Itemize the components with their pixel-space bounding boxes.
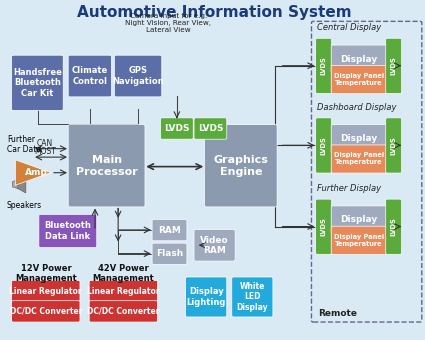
Text: Display: Display [340, 55, 378, 64]
Polygon shape [12, 180, 18, 189]
Text: Automotive Information System: Automotive Information System [77, 5, 352, 20]
Text: LVDS: LVDS [391, 136, 397, 155]
Text: MOST: MOST [34, 147, 56, 156]
Text: Linear Regulator: Linear Regulator [9, 287, 82, 295]
Text: Video
RAM: Video RAM [200, 236, 229, 255]
Text: Handsfree
Bluetooth
Car Kit: Handsfree Bluetooth Car Kit [13, 68, 62, 98]
FancyBboxPatch shape [316, 199, 332, 254]
Text: LVDS: LVDS [391, 217, 397, 236]
FancyBboxPatch shape [331, 125, 387, 153]
Text: Display: Display [340, 134, 378, 143]
FancyBboxPatch shape [11, 280, 80, 302]
Text: 42V Power
Management: 42V Power Management [93, 264, 154, 283]
Text: Linear Regulator: Linear Regulator [87, 287, 160, 295]
Text: LVDS: LVDS [164, 124, 190, 133]
FancyBboxPatch shape [194, 118, 227, 139]
FancyBboxPatch shape [331, 226, 387, 254]
Text: Dashboard Display: Dashboard Display [317, 103, 397, 112]
Text: GPS
Navigation: GPS Navigation [112, 66, 164, 86]
FancyBboxPatch shape [89, 301, 158, 322]
Text: RAM: RAM [158, 226, 181, 235]
Text: 12V Power
Management: 12V Power Management [15, 264, 77, 283]
Text: Speakers: Speakers [7, 201, 42, 210]
Text: Main
Processor: Main Processor [76, 155, 137, 176]
Text: CAN: CAN [37, 139, 53, 148]
Text: LVDS: LVDS [320, 217, 327, 236]
FancyBboxPatch shape [114, 55, 162, 97]
Text: DC/DC Converter: DC/DC Converter [9, 307, 82, 316]
FancyBboxPatch shape [39, 214, 97, 248]
Text: Climate
Control: Climate Control [72, 66, 108, 86]
Text: Flash: Flash [156, 249, 183, 258]
FancyBboxPatch shape [186, 277, 227, 317]
FancyBboxPatch shape [386, 118, 402, 173]
Text: Display: Display [340, 216, 378, 224]
Text: Remote: Remote [319, 309, 357, 318]
Text: Display
Lighting: Display Lighting [187, 287, 226, 307]
Text: Central Display: Central Display [317, 22, 382, 32]
FancyBboxPatch shape [331, 145, 387, 173]
FancyBboxPatch shape [152, 219, 187, 241]
FancyBboxPatch shape [11, 301, 80, 322]
Text: White
LED
Display: White LED Display [237, 282, 268, 312]
Text: Display Panel
Temperature: Display Panel Temperature [334, 153, 384, 166]
FancyBboxPatch shape [194, 230, 235, 261]
Text: Display Panel
Temperature: Display Panel Temperature [334, 234, 384, 247]
Polygon shape [18, 175, 26, 193]
Text: Camera Input for e.g.
Night Vision, Rear View,
Lateral View: Camera Input for e.g. Night Vision, Rear… [125, 13, 212, 33]
FancyBboxPatch shape [152, 243, 187, 265]
Text: LVDS: LVDS [198, 124, 223, 133]
FancyBboxPatch shape [316, 38, 332, 94]
FancyBboxPatch shape [331, 206, 387, 234]
Polygon shape [15, 160, 51, 185]
FancyBboxPatch shape [204, 125, 277, 207]
FancyBboxPatch shape [232, 277, 273, 317]
FancyBboxPatch shape [68, 125, 145, 207]
Text: LVDS: LVDS [391, 56, 397, 75]
Text: Display Panel
Temperature: Display Panel Temperature [334, 73, 384, 86]
Text: DC/DC Converter: DC/DC Converter [87, 307, 160, 316]
FancyBboxPatch shape [331, 45, 387, 73]
FancyBboxPatch shape [11, 55, 63, 110]
Text: LVDS: LVDS [320, 56, 327, 75]
FancyBboxPatch shape [68, 55, 111, 97]
Text: LVDS: LVDS [320, 136, 327, 155]
FancyBboxPatch shape [316, 118, 332, 173]
FancyBboxPatch shape [161, 118, 193, 139]
FancyBboxPatch shape [331, 65, 387, 94]
FancyBboxPatch shape [386, 38, 402, 94]
Text: Bluetooth
Data Link: Bluetooth Data Link [44, 221, 91, 241]
Text: Further
Car Data: Further Car Data [7, 135, 41, 154]
Text: Further Display: Further Display [317, 184, 382, 193]
Text: Graphics
Engine: Graphics Engine [213, 155, 268, 176]
Text: Amp: Amp [26, 168, 48, 177]
FancyBboxPatch shape [89, 280, 158, 302]
FancyBboxPatch shape [386, 199, 402, 254]
